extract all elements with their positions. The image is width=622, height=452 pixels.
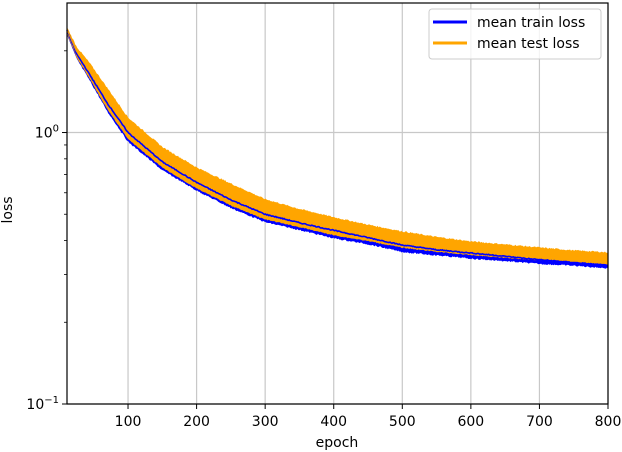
x-tick-label: 500 [389, 414, 416, 430]
mean-train-loss-line [66, 29, 608, 267]
grid-lines [67, 3, 609, 405]
legend-box [428, 8, 602, 60]
mean-test-loss-line [66, 30, 609, 259]
x-tick-label: 400 [320, 414, 347, 430]
mean-lines [66, 29, 609, 267]
loss-bands [67, 27, 608, 269]
plot-frame [66, 2, 609, 405]
tick-marks [62, 50, 609, 409]
x-tick-label: 700 [526, 414, 553, 430]
tick-labels: 100 200 300 400 500 600 700 800 100 10−1 [26, 124, 621, 430]
x-axis-label: epoch [316, 435, 359, 451]
x-tick-label: 200 [183, 414, 210, 430]
legend: mean train loss mean test loss [428, 8, 602, 60]
axes [66, 2, 609, 405]
y-axis-label: loss [0, 196, 16, 223]
x-tick-label: 100 [115, 414, 142, 430]
legend-train-label: mean train loss [477, 15, 585, 31]
x-tick-label: 800 [595, 414, 622, 430]
test-loss-band [67, 27, 608, 266]
x-tick-label: 300 [252, 414, 279, 430]
legend-test-label: mean test loss [477, 36, 580, 52]
y-tick-label: 10−1 [26, 395, 59, 413]
y-tick-label: 100 [35, 124, 59, 142]
x-tick-label: 600 [457, 414, 484, 430]
